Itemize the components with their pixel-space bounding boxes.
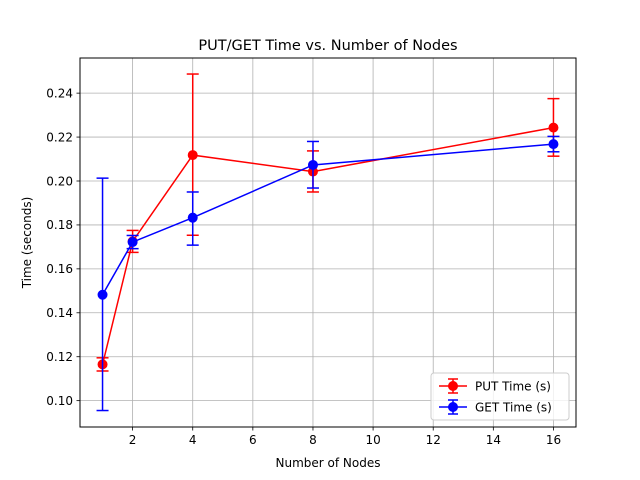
y-tick-label: 0.20 — [46, 174, 73, 188]
legend: PUT Time (s) GET Time (s) — [430, 372, 570, 421]
x-axis-label: Number of Nodes — [276, 456, 381, 470]
data-point-get — [548, 139, 559, 150]
y-tick-label: 0.16 — [46, 262, 73, 276]
y-axis-label: Time (seconds) — [20, 197, 34, 290]
legend-marker-put — [448, 381, 458, 391]
data-point-get — [307, 159, 318, 170]
x-tick-label: 8 — [309, 433, 317, 447]
legend-label-put: PUT Time (s) — [475, 379, 551, 393]
data-point-get — [127, 237, 138, 248]
legend-entry-get: GET Time (s) — [439, 399, 552, 415]
y-tick-label: 0.22 — [46, 130, 73, 144]
data-point-put — [187, 150, 198, 161]
y-tick-label: 0.18 — [46, 218, 73, 232]
x-tick-label: 12 — [426, 433, 441, 447]
y-tick-label: 0.24 — [46, 86, 73, 100]
legend-label-get: GET Time (s) — [475, 400, 552, 414]
y-tick-label: 0.14 — [46, 306, 73, 320]
y-tick-label: 0.12 — [46, 350, 73, 364]
ticks: 2 4 6 8 10 12 14 16 0.10 0.12 0.14 0.16 0.18 0.20 0.22… — [46, 86, 561, 447]
x-tick-label: 6 — [249, 433, 257, 447]
x-tick-label: 4 — [189, 433, 197, 447]
plot-frame — [79, 57, 577, 428]
legend-entry-put: PUT Time (s) — [439, 378, 551, 394]
x-tick-label: 2 — [129, 433, 137, 447]
x-tick-label: 10 — [365, 433, 380, 447]
y-tick-label: 0.10 — [46, 394, 73, 408]
legend-marker-get — [448, 402, 458, 412]
chart-title: PUT/GET Time vs. Number of Nodes — [198, 38, 457, 54]
data-point-put — [548, 122, 559, 133]
x-tick-label: 16 — [546, 433, 561, 447]
x-tick-label: 14 — [486, 433, 501, 447]
series-layer — [96, 73, 560, 412]
data-point-get — [97, 289, 108, 300]
data-point-get — [187, 212, 198, 223]
legend-box — [430, 372, 570, 421]
